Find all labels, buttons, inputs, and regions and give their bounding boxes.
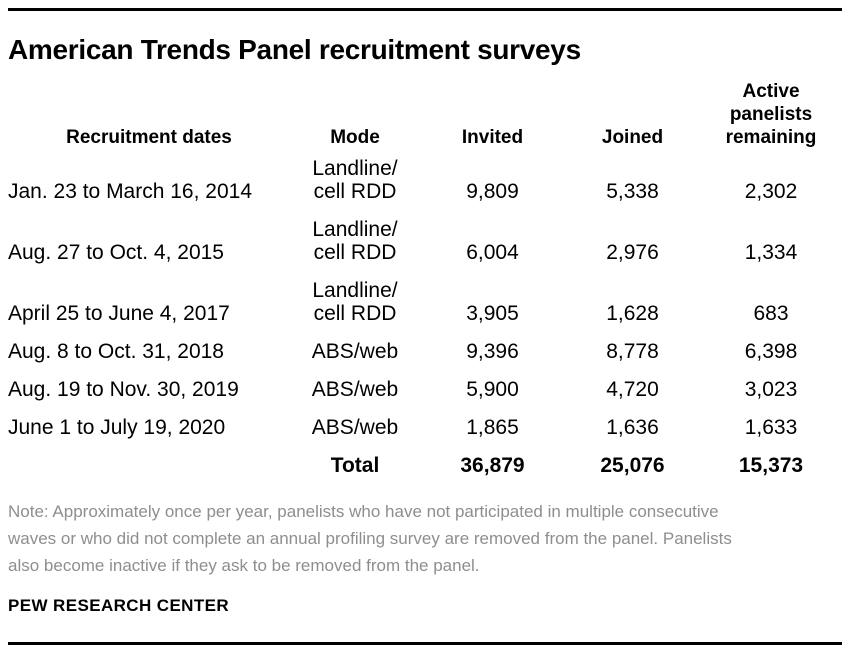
mode-cell: ABS/web (311, 378, 399, 401)
col-header-invited: Invited (420, 66, 565, 149)
recruitment-dates-cell: April 25 to June 4, 2017 (8, 302, 230, 325)
col-header-label: Mode (330, 127, 380, 148)
invited-cell: 9,809 (466, 180, 519, 203)
recruitment-dates-cell: June 1 to July 19, 2020 (8, 416, 226, 439)
total-joined-cell: 25,076 (600, 454, 665, 477)
active-cell: 6,398 (744, 340, 798, 363)
col-header-label: Joined (601, 127, 664, 148)
active-cell: 2,302 (744, 180, 798, 203)
active-cell: 1,633 (744, 416, 798, 439)
col-header-active-panelists-remaining: Active panelists remaining (700, 66, 842, 149)
page-title: American Trends Panel recruitment survey… (8, 34, 581, 65)
col-header-mode: Mode (290, 66, 420, 149)
col-header-recruitment-dates: Recruitment dates (8, 66, 290, 149)
active-cell: 1,334 (744, 241, 798, 264)
table-row: Aug. 8 to Oct. 31, 2018 ABS/web 9,396 8,… (8, 332, 842, 370)
invited-cell: 9,396 (466, 340, 519, 363)
table-row: Aug. 19 to Nov. 30, 2019 ABS/web 5,900 4… (8, 370, 842, 408)
footnote: Note: Approximately once per year, panel… (8, 502, 732, 575)
col-header-label: Invited (461, 127, 524, 148)
table-row: Jan. 23 to March 16, 2014 Landline/ cell… (8, 149, 842, 210)
joined-cell: 5,338 (606, 180, 659, 203)
source-attribution: PEW RESEARCH CENTER (8, 596, 230, 615)
table-row: April 25 to June 4, 2017 Landline/ cell … (8, 271, 842, 332)
joined-cell: 4,720 (606, 378, 659, 401)
total-label-cell: Total (330, 454, 380, 477)
recruitment-dates-cell: Aug. 19 to Nov. 30, 2019 (8, 378, 239, 401)
active-cell: 683 (753, 302, 789, 325)
invited-cell: 5,900 (466, 378, 519, 401)
col-header-label: Active panelists remaining (725, 81, 817, 148)
invited-cell: 1,865 (466, 416, 519, 439)
mode-cell: Landline/ cell RDD (312, 157, 398, 203)
bottom-rule (8, 642, 842, 645)
joined-cell: 1,628 (606, 302, 659, 325)
invited-cell: 3,905 (466, 302, 519, 325)
mode-cell: Landline/ cell RDD (312, 279, 398, 325)
mode-cell: Landline/ cell RDD (312, 218, 398, 264)
total-active-cell: 15,373 (738, 454, 804, 477)
mode-cell: ABS/web (311, 416, 399, 439)
recruitment-dates-cell: Aug. 27 to Oct. 4, 2015 (8, 241, 224, 264)
recruitment-dates-cell: Jan. 23 to March 16, 2014 (8, 180, 252, 203)
total-row: Total 36,879 25,076 15,373 (8, 446, 842, 484)
col-header-label: Recruitment dates (66, 127, 232, 148)
total-invited-cell: 36,879 (460, 454, 525, 477)
joined-cell: 8,778 (606, 340, 659, 363)
joined-cell: 2,976 (606, 241, 659, 264)
mode-cell: ABS/web (311, 340, 399, 363)
top-rule (8, 8, 842, 11)
table-body: Jan. 23 to March 16, 2014 Landline/ cell… (8, 149, 842, 484)
table-header: Recruitment dates Mode Invited Joined Ac… (8, 66, 842, 149)
joined-cell: 1,636 (606, 416, 659, 439)
active-cell: 3,023 (744, 378, 798, 401)
table-row: Aug. 27 to Oct. 4, 2015 Landline/ cell R… (8, 210, 842, 271)
col-header-joined: Joined (565, 66, 700, 149)
header-row: Recruitment dates Mode Invited Joined Ac… (8, 66, 842, 149)
table-row: June 1 to July 19, 2020 ABS/web 1,865 1,… (8, 408, 842, 446)
invited-cell: 6,004 (466, 241, 519, 264)
recruitment-dates-cell: Aug. 8 to Oct. 31, 2018 (8, 340, 224, 363)
recruitment-table: Recruitment dates Mode Invited Joined Ac… (8, 66, 842, 484)
total-empty-cell (8, 446, 290, 484)
